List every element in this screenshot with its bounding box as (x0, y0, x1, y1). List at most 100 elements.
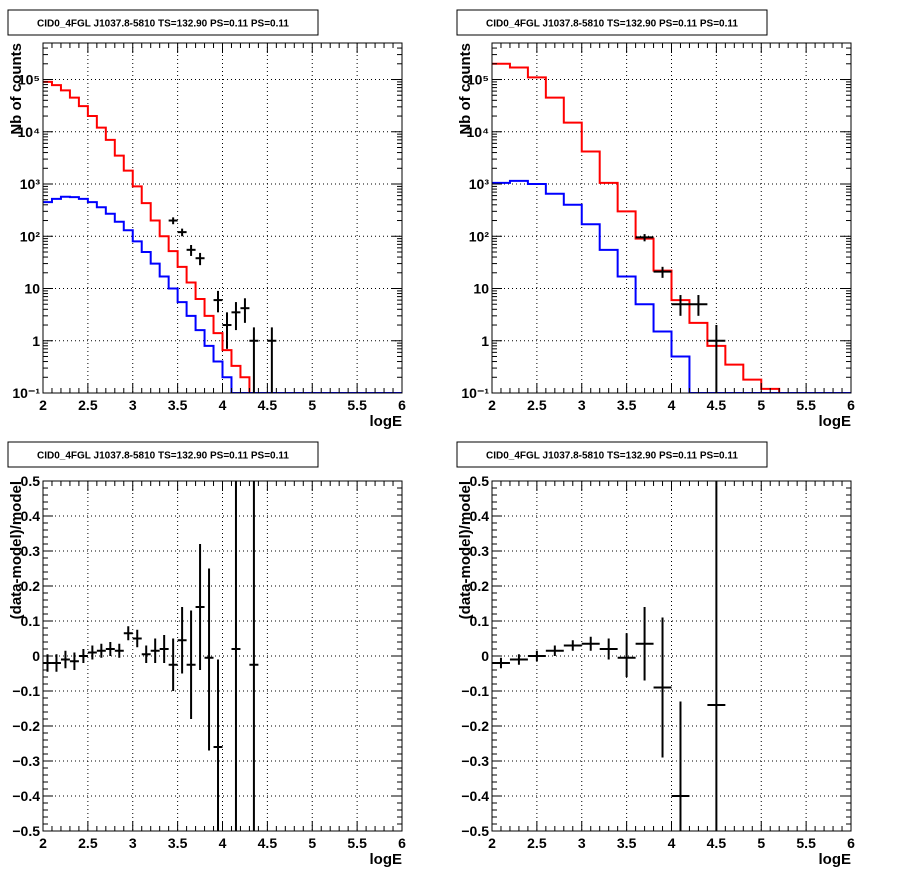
x-tick-label: 5.5 (347, 835, 367, 851)
data-point (168, 638, 178, 691)
data-point (132, 629, 142, 648)
x-tick-label: 6 (847, 397, 855, 413)
y-tick-label: 0.4 (470, 508, 490, 524)
x-tick-label: 5 (757, 835, 765, 851)
y-axis: −0.5 −0.4 −0.3 −0.2 −0.1 0 0.1 0.2 0.3 0.4 0.5(dat… (457, 473, 851, 839)
data-point (177, 228, 187, 237)
y-tick-label: −0.5 (461, 823, 489, 839)
x-tick-label: 2.5 (527, 397, 547, 413)
data-point (51, 654, 61, 672)
data-point (240, 298, 250, 323)
y-tick-label: 10 (24, 281, 40, 297)
y-tick-label: 10⁴ (18, 124, 41, 140)
residuals-panel-right: CID0_4FGL J1037.8-5810 TS=132.90 PS=0.11… (456, 441, 855, 868)
data-point (186, 245, 196, 256)
data-point (653, 617, 672, 758)
x-tick-label: 4 (668, 397, 676, 413)
data-point (78, 649, 88, 663)
chart-title: CID0_4FGL J1037.8-5810 TS=132.90 PS=0.11… (37, 19, 289, 30)
data-point (60, 650, 70, 669)
y-tick-label: −0.3 (461, 753, 489, 769)
data-point (87, 645, 97, 660)
y-axis-title: Nb of counts (457, 43, 474, 135)
y-tick-label: 0.5 (21, 473, 41, 489)
x-tick-label: 4 (219, 835, 227, 851)
chart-title-box (7, 9, 319, 36)
x-axis-title: logE (370, 413, 403, 430)
x-tick-label: 4.5 (707, 835, 727, 851)
chart-title-box (7, 441, 319, 468)
data-point (671, 701, 690, 831)
data-point (168, 217, 178, 225)
x-tick-label: 5.5 (796, 835, 816, 851)
x-tick-label: 2.5 (78, 835, 98, 851)
data-point (617, 633, 636, 677)
y-tick-label: 1 (32, 333, 40, 349)
y-tick-label: 0.3 (21, 543, 41, 559)
y-tick-label: −0.2 (461, 718, 489, 734)
data-point (707, 325, 726, 393)
data-point (231, 302, 241, 331)
y-tick-label: −0.5 (12, 823, 40, 839)
x-tick-label: 2 (39, 835, 47, 851)
x-tick-label: 6 (847, 835, 855, 851)
data-point (653, 266, 672, 278)
x-tick-label: 3 (129, 397, 137, 413)
data-point (123, 626, 133, 641)
grid-lines (43, 481, 402, 831)
data-point (159, 635, 169, 663)
data-point (96, 643, 106, 658)
x-tick-label: 4 (668, 835, 676, 851)
data-point (114, 643, 124, 658)
y-tick-label: 10³ (469, 176, 490, 192)
y-axis-title: Nb of counts (8, 43, 25, 135)
y-tick-label: 1 (481, 333, 489, 349)
data-point (249, 327, 259, 393)
x-tick-label: 2 (488, 397, 496, 413)
x-tick-label: 4.5 (707, 397, 727, 413)
x-tick-label: 2 (39, 397, 47, 413)
data-point (195, 544, 205, 670)
residuals-panel-left: CID0_4FGL J1037.8-5810 TS=132.90 PS=0.11… (7, 441, 406, 868)
y-tick-label: −0.1 (12, 683, 40, 699)
plot-area (492, 62, 851, 393)
y-tick-label: 10⁻¹ (461, 385, 489, 401)
y-tick-label: 0 (32, 648, 40, 664)
data-point (671, 295, 690, 316)
data-point (213, 659, 223, 831)
x-tick-label: 5.5 (347, 397, 367, 413)
x-tick-label: 4.5 (258, 835, 278, 851)
data-point (563, 640, 582, 651)
x-tick-label: 5 (308, 835, 316, 851)
data-point (249, 481, 259, 831)
y-tick-label: 0.1 (470, 613, 490, 629)
x-axis-title: logE (819, 851, 852, 868)
y-tick-label: 10⁵ (18, 72, 40, 88)
data-point (707, 481, 726, 831)
y-tick-label: 0.1 (21, 613, 41, 629)
data-point (105, 642, 115, 656)
data-point (635, 234, 654, 242)
data-point (69, 652, 79, 670)
data-point (177, 607, 187, 674)
y-tick-label: −0.4 (12, 788, 40, 804)
model-histogram-component (492, 179, 851, 393)
y-tick-label: 0.2 (470, 578, 490, 594)
x-axis-title: logE (370, 851, 403, 868)
data-point (509, 654, 528, 665)
y-tick-label: −0.2 (12, 718, 40, 734)
y-tick-label: 0.4 (21, 508, 41, 524)
counts-panel-left: CID0_4FGL J1037.8-5810 TS=132.90 PS=0.11… (7, 9, 406, 430)
x-tick-label: 3.5 (168, 397, 188, 413)
y-tick-label: 0.2 (21, 578, 41, 594)
x-tick-label: 2.5 (527, 835, 547, 851)
x-tick-label: 3 (578, 835, 586, 851)
y-tick-label: 0.3 (470, 543, 490, 559)
data-point (204, 568, 214, 751)
y-tick-label: −0.1 (461, 683, 489, 699)
y-tick-label: 10² (20, 228, 41, 244)
